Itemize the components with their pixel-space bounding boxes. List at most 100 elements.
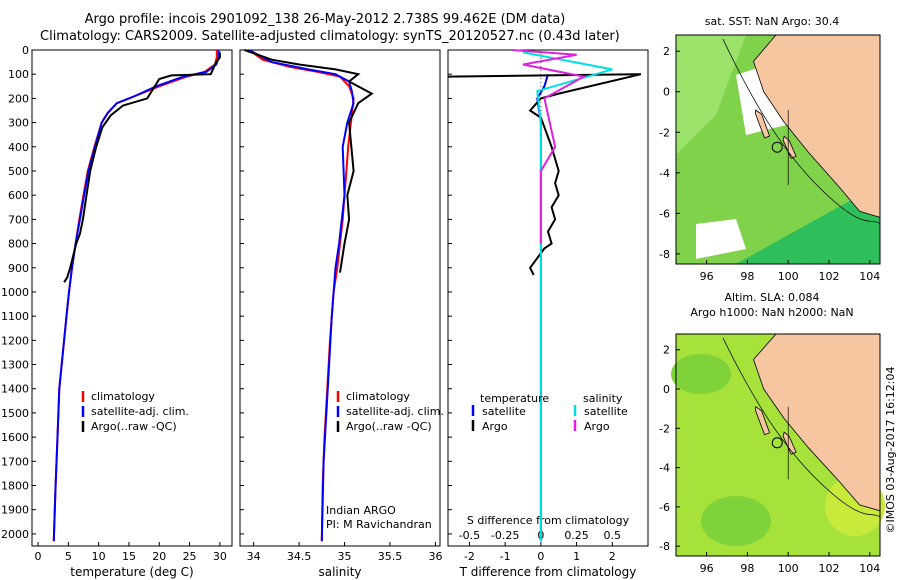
- map-title-sla: Altim. SLA: 0.084: [724, 291, 819, 304]
- x-tick-label-s: -0.5: [459, 529, 480, 542]
- legend-title-temperature: temperature: [480, 392, 549, 405]
- map-nodata: [696, 219, 746, 259]
- map-y-tick-label: -6: [659, 207, 670, 220]
- figure-title-line1: Argo profile: incois 2901092_138 26-May-…: [84, 12, 566, 27]
- legend-label: Argo(..raw -QC): [91, 420, 177, 433]
- map-contour: [722, 337, 881, 518]
- map-shade: [676, 35, 746, 155]
- series-line-satellite: [536, 73, 549, 542]
- series-line-climatology: [248, 49, 355, 542]
- map-title-sst: sat. SST: NaN Argo: 30.4: [705, 15, 839, 28]
- map-y-tick-label: -6: [659, 501, 670, 514]
- y-tick-label: 1300: [1, 359, 29, 372]
- map-sst-map: [675, 34, 881, 265]
- map-y-tick-label: -8: [659, 248, 670, 261]
- y-tick-label: 1700: [1, 455, 29, 468]
- annotation-text: Indian ARGO: [326, 504, 396, 517]
- map-x-tick-label: 98: [740, 270, 754, 283]
- x-tick-label: 35: [338, 550, 352, 563]
- series-line-argo-raw-qc-: [244, 49, 374, 273]
- map-y-tick-label: -4: [659, 167, 670, 180]
- figure-title-line2: Climatology: CARS2009. Satellite-adjuste…: [40, 29, 620, 44]
- y-tick-label: 1500: [1, 407, 29, 420]
- x-tick-label: 15: [122, 550, 136, 563]
- map-x-tick-label: 96: [700, 270, 714, 283]
- x-tick-label: 30: [213, 550, 227, 563]
- map-y-tick-label: -2: [659, 422, 670, 435]
- map-frame: [675, 333, 881, 557]
- map-nodata: [736, 65, 786, 135]
- legend-label: Argo: [482, 420, 508, 433]
- x-tick-label: 0: [537, 550, 544, 563]
- map-shade: [701, 496, 771, 546]
- plot-frame-salinity: [239, 49, 441, 547]
- map-x-tick-label: 98: [740, 562, 754, 575]
- y-tick-label: 300: [8, 117, 29, 130]
- map-subtitle-sla: Argo h1000: NaN h2000: NaN: [690, 306, 853, 319]
- y-tick-label: 2000: [1, 528, 29, 541]
- legend-label: satellite-adj. clim.: [91, 405, 189, 418]
- y-tick-label: 0: [22, 44, 29, 57]
- x-tick-label: 25: [183, 550, 197, 563]
- series-line-satellite-adj-clim-: [248, 49, 355, 542]
- map-x-tick-label: 102: [819, 270, 840, 283]
- x-tick-label: -2: [464, 550, 475, 563]
- y-tick-label: 700: [8, 213, 29, 226]
- y-tick-label: 1100: [1, 310, 29, 323]
- legend-label: climatology: [346, 390, 410, 403]
- series-line-argo: [447, 73, 642, 276]
- series-line-satellite: [522, 51, 613, 542]
- map-y-tick-label: -4: [659, 462, 670, 475]
- x-tick-label-s: 0.25: [564, 529, 589, 542]
- y-tick-label: 1400: [1, 383, 29, 396]
- y-tick-label: 1600: [1, 431, 29, 444]
- x-tick-label: 2: [609, 550, 616, 563]
- map-x-tick-label: 100: [778, 562, 799, 575]
- map-x-tick-label: 104: [859, 562, 880, 575]
- map-x-tick-label: 102: [819, 562, 840, 575]
- y-tick-label: 800: [8, 238, 29, 251]
- map-island: [755, 109, 771, 139]
- x-axis-label-s: S difference from climatology: [467, 514, 630, 527]
- x-tick-label: 36: [428, 550, 442, 563]
- y-tick-label: 400: [8, 141, 29, 154]
- map-island: [755, 405, 771, 436]
- legend-label: satellite-adj. clim.: [346, 405, 444, 418]
- map-y-tick-label: 0: [663, 383, 670, 396]
- x-tick-label: 20: [152, 550, 166, 563]
- legend-label: climatology: [91, 390, 155, 403]
- map-y-tick-label: 0: [663, 86, 670, 99]
- y-tick-label: 1000: [1, 286, 29, 299]
- y-tick-label: 900: [8, 262, 29, 275]
- map-x-tick-label: 96: [700, 562, 714, 575]
- series-line-argo: [512, 49, 587, 244]
- annotation-text: PI: M Ravichandran: [326, 518, 432, 531]
- legend-label: Argo(..raw -QC): [346, 420, 432, 433]
- x-tick-label-s: 0.5: [604, 529, 622, 542]
- y-tick-label: 1900: [1, 504, 29, 517]
- legend-title-salinity: salinity: [583, 392, 623, 405]
- legend-label: satellite: [584, 405, 628, 418]
- plot-frame-temperature: [31, 49, 233, 547]
- plot-frame-difference: [447, 49, 649, 547]
- credit-text: ©IMOS 03-Aug-2017 16:12:04: [884, 367, 897, 534]
- y-tick-label: 1200: [1, 334, 29, 347]
- x-axis-label: salinity: [318, 565, 361, 579]
- x-tick-label: 35.5: [378, 550, 403, 563]
- series-line-climatology: [52, 50, 218, 542]
- x-tick-label: 34: [247, 550, 261, 563]
- x-tick-label: 1: [573, 550, 580, 563]
- map-contour: [722, 38, 881, 224]
- argo-position-marker: [771, 141, 783, 153]
- x-tick-label: 0: [35, 550, 42, 563]
- x-tick-label: 5: [65, 550, 72, 563]
- map-frame: [675, 34, 881, 265]
- y-tick-label: 1800: [1, 480, 29, 493]
- x-tick-label: 34.5: [287, 550, 312, 563]
- map-y-tick-label: -8: [659, 540, 670, 553]
- map-sla-map: [671, 333, 885, 557]
- map-y-tick-label: 2: [663, 344, 670, 357]
- legend-label: satellite: [482, 405, 526, 418]
- argo-position-marker: [771, 437, 783, 449]
